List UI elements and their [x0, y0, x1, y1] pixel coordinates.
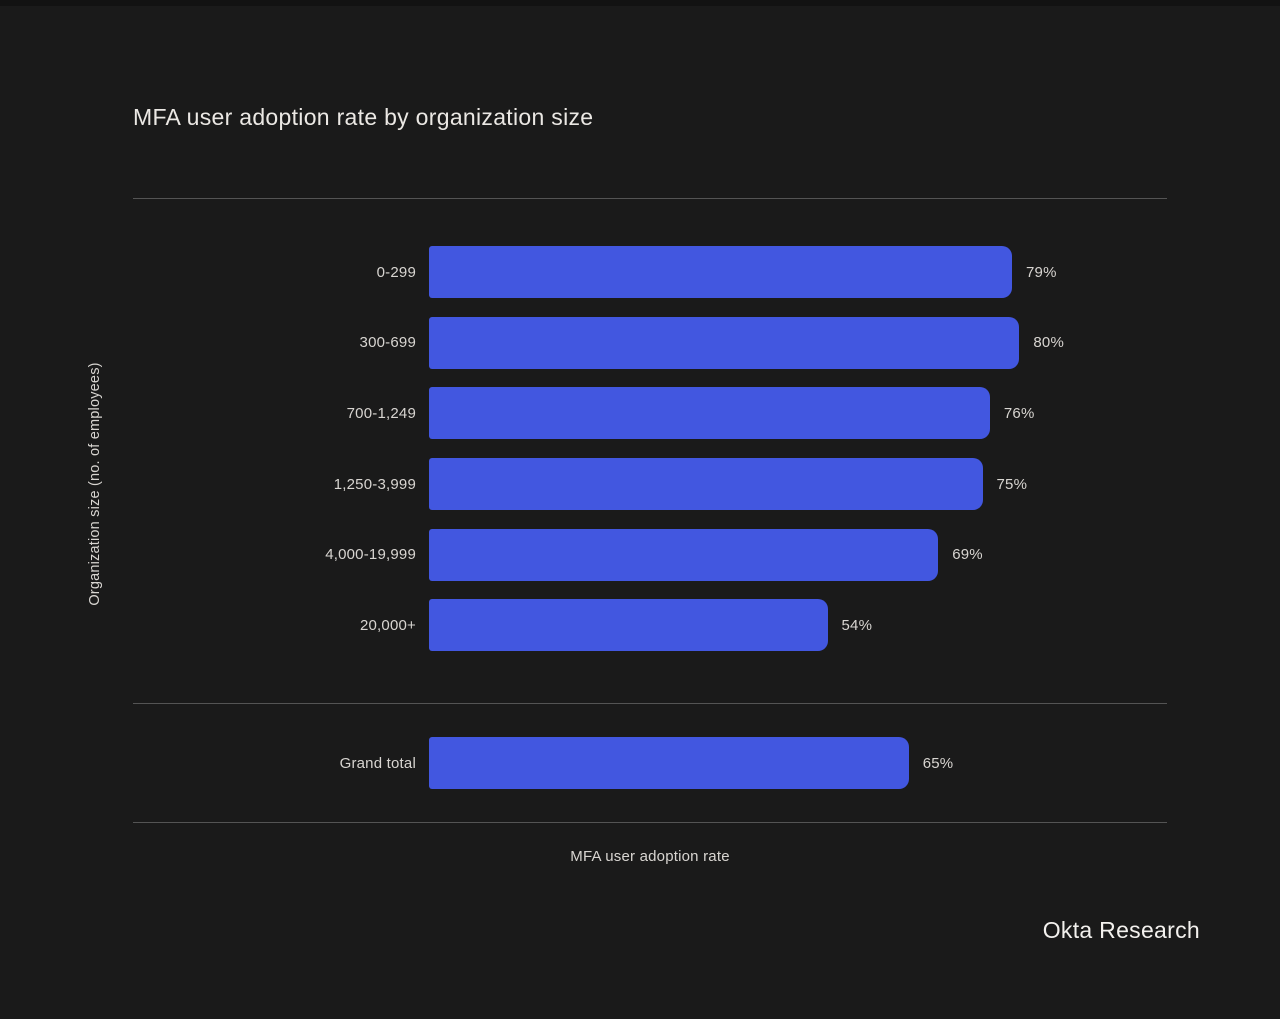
bar-row: 1,250-3,999 75%	[133, 458, 1167, 511]
x-axis-label: MFA user adoption rate	[570, 848, 730, 865]
value-label: 79%	[1026, 263, 1057, 281]
bar[interactable]	[429, 458, 983, 511]
bar[interactable]	[429, 599, 828, 652]
value-label: 69%	[952, 546, 983, 564]
divider-bottom	[133, 822, 1167, 823]
category-label: 4,000-19,999	[325, 546, 416, 564]
bar-row: 700-1,249 76%	[133, 387, 1167, 440]
category-label: 20,000+	[359, 616, 416, 634]
bar-track: 76%	[429, 387, 1167, 440]
value-label: 80%	[1033, 334, 1065, 352]
chart-title: MFA user adoption rate by organization s…	[133, 104, 594, 130]
category-label: 0-299	[376, 263, 416, 281]
category-label: 300-699	[359, 334, 416, 352]
source-credit: Okta Research	[1042, 917, 1200, 943]
bar-row: 20,000+ 54%	[133, 599, 1167, 652]
value-label: 75%	[996, 475, 1028, 493]
bar-track: 80%	[429, 316, 1167, 369]
category-label: 1,250-3,999	[333, 475, 416, 493]
top-edge-strip	[0, 0, 1280, 6]
bar[interactable]	[429, 387, 990, 440]
bar-row: 0-299 79%	[133, 246, 1167, 298]
bar-track: 54%	[429, 599, 1167, 652]
bar-track: 65%	[429, 737, 1167, 789]
y-axis-label: Organization size (no. of employees)	[87, 362, 103, 606]
bar-row: 300-699 80%	[133, 316, 1167, 369]
value-label: 76%	[1003, 404, 1035, 422]
category-label: 700-1,249	[346, 404, 416, 422]
bar-track: 75%	[429, 458, 1167, 511]
bar[interactable]	[429, 246, 1013, 298]
bar-row: Grand total 65%	[133, 737, 1167, 789]
bar-rows: 0-299 79% 300-699 80% 700-1,249 76% 1,250-3,99…	[133, 246, 1167, 652]
bar[interactable]	[429, 528, 939, 581]
bar-row: 4,000-19,999 69%	[133, 528, 1167, 581]
bar[interactable]	[429, 316, 1020, 369]
divider-top	[133, 198, 1167, 199]
bar-track: 79%	[429, 246, 1167, 298]
divider-middle	[133, 703, 1167, 704]
value-label: 54%	[841, 616, 873, 634]
value-label: 65%	[922, 754, 954, 772]
bar-track: 69%	[429, 528, 1167, 581]
grand-total-row-container: Grand total 65%	[133, 737, 1167, 789]
category-label: Grand total	[339, 754, 416, 772]
bar[interactable]	[429, 737, 909, 789]
